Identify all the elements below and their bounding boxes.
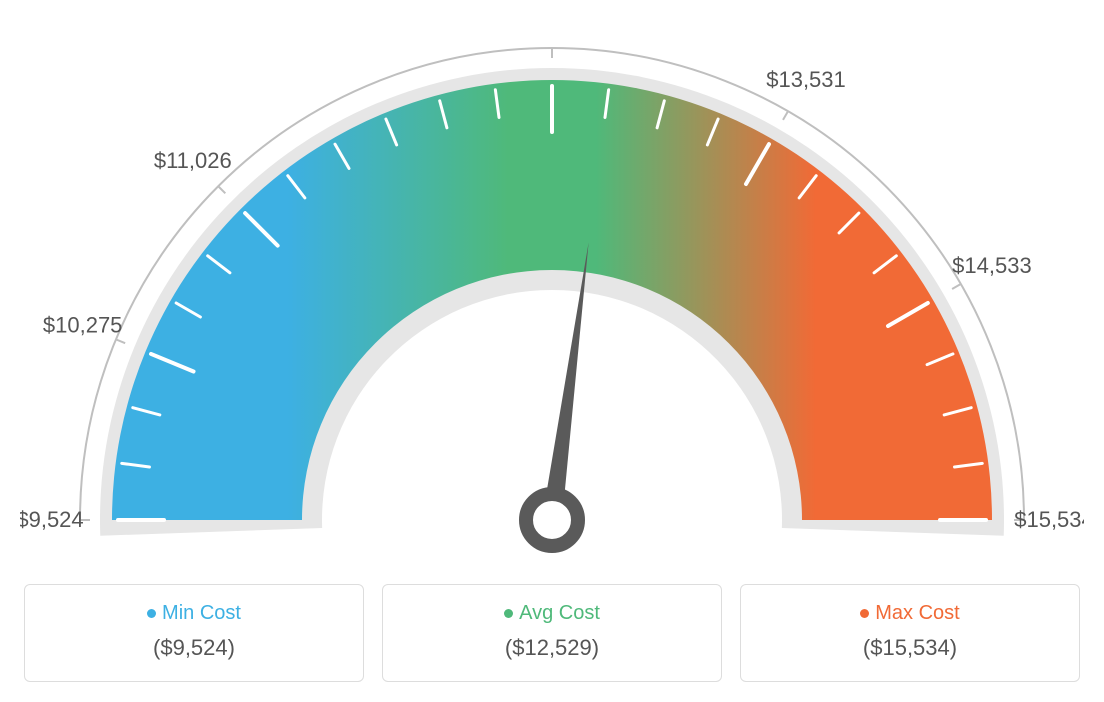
avg-dot-icon — [504, 609, 513, 618]
avg-cost-value: ($12,529) — [393, 635, 711, 661]
max-dot-icon — [860, 609, 869, 618]
min-cost-value: ($9,524) — [35, 635, 353, 661]
summary-cards-row: Min Cost ($9,524) Avg Cost ($12,529) Max… — [20, 584, 1084, 682]
avg-cost-card: Avg Cost ($12,529) — [382, 584, 722, 682]
min-cost-card: Min Cost ($9,524) — [24, 584, 364, 682]
gauge-tick-label: $15,534 — [1014, 507, 1084, 532]
gauge-tick-label: $9,524 — [20, 507, 84, 532]
max-cost-title: Max Cost — [751, 603, 1069, 623]
min-cost-label: Min Cost — [162, 602, 241, 624]
max-cost-value: ($15,534) — [751, 635, 1069, 661]
gauge-svg: $9,524$10,275$11,026$12,529$13,531$14,53… — [20, 20, 1084, 560]
avg-cost-title: Avg Cost — [393, 603, 711, 623]
gauge-hub — [526, 494, 578, 546]
max-cost-label: Max Cost — [875, 602, 959, 624]
gauge-tick-label: $14,533 — [952, 253, 1032, 278]
gauge-tick-label: $13,531 — [766, 67, 846, 92]
gauge-tick-label: $11,026 — [154, 148, 232, 173]
avg-cost-label: Avg Cost — [519, 602, 600, 624]
cost-gauge-chart: $9,524$10,275$11,026$12,529$13,531$14,53… — [20, 20, 1084, 560]
min-cost-title: Min Cost — [35, 603, 353, 623]
gauge-tick-label: $10,275 — [43, 313, 123, 338]
max-cost-card: Max Cost ($15,534) — [740, 584, 1080, 682]
min-dot-icon — [147, 609, 156, 618]
